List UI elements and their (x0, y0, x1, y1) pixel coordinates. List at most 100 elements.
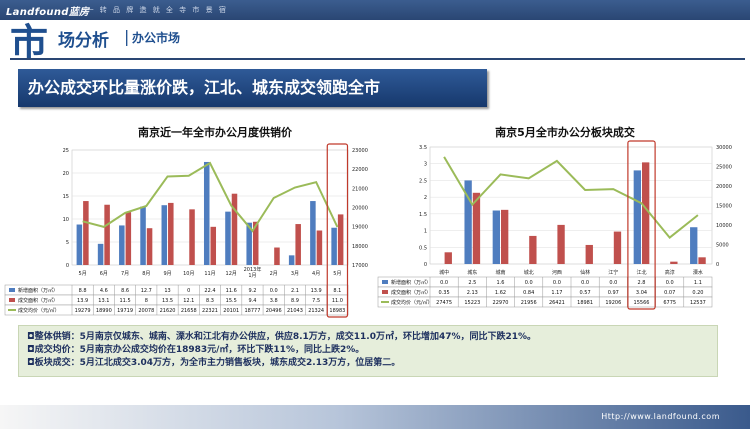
deal-bar (231, 193, 238, 265)
table-cell: 19279 (75, 308, 91, 314)
y2-tick-label: 18000 (352, 244, 368, 250)
supply-bar (246, 222, 252, 265)
y2-tick-label: 10000 (716, 223, 732, 229)
table-cell: 0 (187, 288, 190, 294)
table-cell: 2.1 (291, 288, 299, 294)
deal-bar (337, 214, 344, 265)
y-tick-label: 0 (424, 262, 427, 268)
deal-bar (613, 231, 622, 264)
table-cell: 22.4 (204, 288, 215, 294)
supply-bar (119, 225, 125, 265)
x-tick-label: 城东 (467, 269, 477, 276)
y2-tick-label: 20000 (716, 184, 732, 190)
table-cell: 6775 (663, 300, 676, 306)
y2-tick-label: 0 (716, 262, 719, 268)
y-tick-label: 3.5 (419, 145, 427, 151)
x-tick-label: 12月 (226, 271, 237, 277)
y-tick-label: 0 (66, 263, 69, 269)
notes-box: ◘整体供销：5月南京仅城东、城南、溧水和江北有办公供应，供应8.1万方，成交11… (18, 325, 718, 377)
supply-bar (690, 227, 698, 264)
deal-bar (252, 221, 259, 265)
y2-tick-label: 19000 (352, 225, 368, 231)
table-cell: 19206 (605, 300, 621, 306)
deal-bar (125, 212, 132, 265)
table-cell: 0.84 (523, 290, 534, 296)
table-cell: 0.97 (608, 290, 619, 296)
table-cell: 8 (145, 298, 148, 304)
supply-bar (310, 201, 316, 265)
brand-logo: Landfound蓝房 (6, 7, 90, 18)
table-cell: 0.0 (553, 280, 561, 286)
table-cell: 0.0 (440, 280, 448, 286)
y-tick-label: 1 (424, 229, 427, 235)
legend-label: 新增面积（万㎡） (391, 279, 431, 286)
x-tick-label: 8月 (142, 271, 150, 277)
supply-bar (464, 180, 472, 264)
table-cell: 15566 (634, 300, 650, 306)
deal-bar (83, 201, 89, 265)
deal-bar (698, 257, 706, 264)
table-cell: 18990 (96, 308, 112, 314)
y2-tick-label: 15000 (716, 204, 732, 210)
legend-swatch (382, 280, 388, 284)
deal-bar (168, 202, 174, 265)
top-bar: Landfound蓝房 | 一 转 品 牌 造 就 全 寺 市 景 宿 (0, 0, 750, 20)
deal-bar (670, 261, 678, 264)
y-tick-label: 1.5 (419, 212, 427, 218)
supply-bar (633, 170, 641, 264)
y-tick-label: 3 (424, 162, 427, 168)
y-tick-label: 10 (63, 217, 69, 223)
table-cell: 19719 (117, 308, 133, 314)
table-cell: 18777 (245, 308, 261, 314)
deal-bar (210, 226, 217, 265)
table-cell: 3.8 (270, 298, 278, 304)
table-cell: 22970 (493, 300, 509, 306)
x-tick-label: 7月 (121, 271, 129, 277)
highlight-box (627, 140, 656, 310)
table-cell: 22321 (202, 308, 218, 314)
table-cell: 20101 (223, 308, 239, 314)
y-tick-label: 5 (66, 240, 69, 246)
y-tick-label: 0.5 (419, 245, 427, 251)
plot-area (71, 149, 349, 266)
table-cell: 21658 (181, 308, 197, 314)
note-district: ◘板块成交：5月江北成交3.04万方，为全市主力销售板块，城东成交2.13万方，… (27, 358, 401, 368)
table-cell: 9.4 (248, 298, 256, 304)
supply-bar (140, 206, 146, 265)
chart-monthly-supply-sales: 0 5 10 15 20 25 17000 18000 19000 20000 21000 22000… (4, 143, 368, 318)
table-cell: 1.6 (497, 280, 505, 286)
title-separator: | (124, 27, 130, 46)
deal-bar (274, 247, 280, 265)
table-cell: 18981 (577, 300, 593, 306)
note-supply: ◘整体供销：5月南京仅城东、城南、溧水和江北有办公供应，供应8.1万方，成交11… (27, 332, 537, 342)
table-cell: 15223 (464, 300, 480, 306)
deal-bar (529, 235, 537, 264)
table-cell: 21043 (287, 308, 303, 314)
legend-label: 成交面积（万㎡） (18, 297, 58, 304)
x-tick-label: 5月 (79, 271, 87, 277)
deal-bar (501, 209, 509, 264)
table-cell: 13 (164, 288, 170, 294)
x-tick-label: 2013年 (244, 266, 262, 273)
y-tick-label: 20 (63, 171, 69, 177)
x-tick-label: 3月 (291, 271, 299, 277)
deal-bar (104, 204, 110, 265)
supply-bar (225, 211, 231, 265)
x-tick-label: 1月 (248, 273, 256, 279)
section-subtitle: 办公市场 (132, 31, 181, 45)
x-tick-label: 江北 (636, 269, 646, 276)
chart2-title: 南京5月全市办公分板块成交 (495, 126, 635, 139)
table-cell: 11.6 (226, 288, 237, 294)
y2-tick-label: 17000 (352, 263, 368, 269)
legend-swatch (382, 290, 388, 294)
table-cell: 1.1 (694, 280, 702, 286)
table-cell: 12.1 (183, 298, 194, 304)
y-tick-label: 2.5 (419, 178, 427, 184)
table-cell: 27475 (436, 300, 452, 306)
table-cell: 21956 (521, 300, 537, 306)
table-cell: 1.17 (551, 290, 562, 296)
chart1-title: 南京近一年全市办公月度供销价 (138, 126, 292, 139)
x-tick-label: 仙林 (580, 269, 590, 276)
header-rule (10, 58, 745, 60)
x-tick-label: 10月 (183, 271, 194, 277)
